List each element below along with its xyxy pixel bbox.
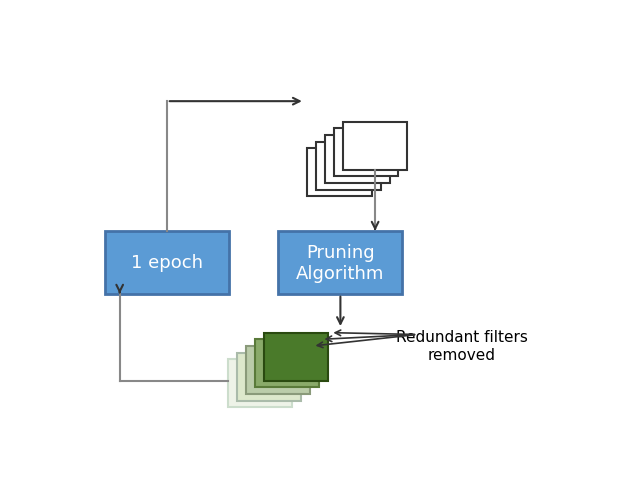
Bar	[105, 231, 229, 294]
Bar	[343, 122, 408, 170]
Bar	[255, 340, 319, 388]
Bar	[246, 346, 310, 394]
Bar	[325, 135, 390, 184]
Text: Pruning
Algorithm: Pruning Algorithm	[296, 243, 385, 282]
Bar	[334, 129, 399, 177]
Bar	[307, 149, 372, 197]
Bar	[228, 360, 292, 408]
Bar	[316, 142, 381, 190]
Bar	[237, 353, 301, 401]
Bar	[264, 333, 328, 381]
Text: Redundant filters
removed: Redundant filters removed	[396, 330, 528, 362]
Bar	[278, 231, 403, 294]
Text: 1 epoch: 1 epoch	[131, 254, 203, 272]
